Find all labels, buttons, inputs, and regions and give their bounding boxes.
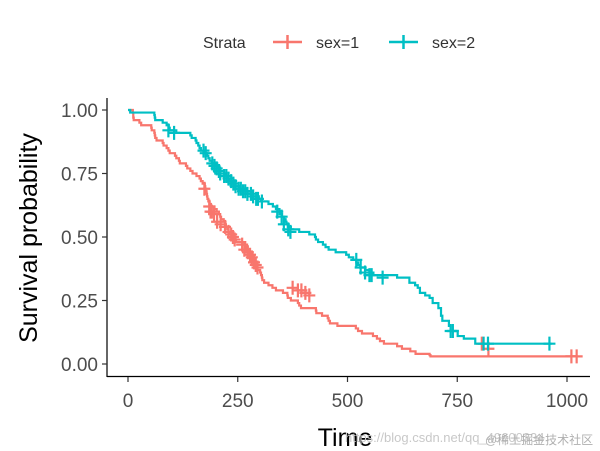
censor-mark	[303, 288, 316, 303]
censor-mark	[376, 270, 389, 285]
censor-mark	[570, 349, 583, 364]
censor-mark	[350, 252, 363, 267]
x-tick-label: 1000	[546, 391, 588, 412]
y-axis-title: Survival probability	[15, 133, 43, 343]
censor-mark	[365, 268, 378, 283]
censor-mark	[446, 323, 459, 338]
legend-title: Strata	[203, 35, 246, 52]
censor-mark	[284, 224, 297, 239]
censor-mark	[255, 194, 268, 209]
censor-mark	[244, 247, 257, 262]
legend: Strata sex=1 sex=2	[203, 35, 475, 52]
watermark-site: @稀土掘金技术社区	[485, 432, 593, 447]
y-tick-label: 0.00	[61, 355, 98, 376]
censor-mark	[239, 184, 252, 199]
censor-mark	[197, 143, 210, 158]
legend-key-sex1	[273, 35, 302, 49]
x-tick-label: 750	[441, 391, 473, 412]
watermark-url: https://blog.csdn.net/qq_49600334	[345, 430, 545, 445]
censor-mark	[251, 260, 264, 275]
censor-mark	[168, 125, 181, 140]
km-curve-sex2	[128, 108, 556, 351]
km-step-line	[128, 108, 552, 345]
censor-mark	[198, 181, 211, 196]
legend-label-sex2: sex=2	[432, 35, 475, 52]
km-step-line	[128, 108, 577, 358]
censor-mark	[208, 207, 221, 222]
censor-mark	[205, 204, 218, 219]
x-ticks: 0 250 500 750 1000	[123, 377, 588, 412]
censor-mark	[249, 257, 262, 272]
x-tick-label: 500	[332, 391, 364, 412]
censor-mark	[162, 123, 175, 138]
legend-key-sex2	[389, 35, 418, 49]
censor-mark	[543, 336, 556, 351]
y-tick-label: 0.75	[61, 165, 98, 186]
x-tick-label: 0	[123, 391, 134, 412]
y-ticks: 0.00 0.25 0.50 0.75 1.00	[61, 101, 107, 376]
censor-mark	[481, 336, 494, 351]
x-tick-label: 250	[222, 391, 254, 412]
censor-mark	[228, 232, 241, 247]
y-tick-label: 0.25	[61, 292, 98, 313]
censor-mark	[275, 209, 288, 224]
curves	[128, 108, 583, 364]
censor-mark	[199, 146, 212, 161]
legend-label-sex1: sex=1	[316, 35, 359, 52]
km-curve-sex1	[128, 108, 583, 364]
censor-mark	[286, 280, 299, 295]
censor-mark	[282, 222, 295, 237]
y-tick-label: 0.50	[61, 228, 98, 249]
censor-mark	[226, 230, 239, 244]
x-axis-title: Time	[318, 424, 373, 451]
y-tick-label: 1.00	[61, 101, 98, 122]
